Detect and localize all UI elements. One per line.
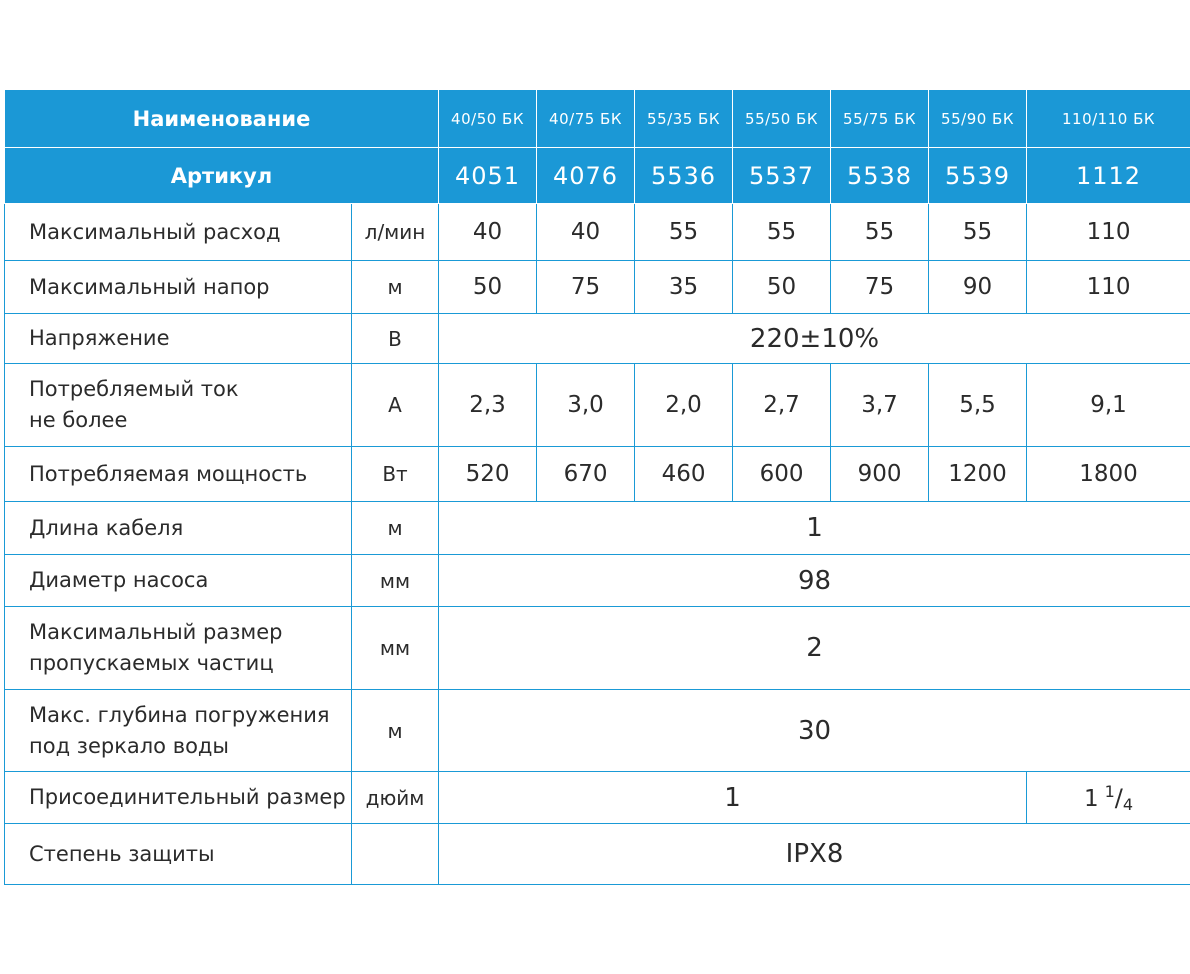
specifications-table: Наименование 40/50 БК 40/75 БК 55/35 БК … xyxy=(3,89,1190,885)
unit-cell: мм xyxy=(350,606,440,690)
value-cell: 460 xyxy=(634,446,734,502)
row-max-flow: Максимальный расход л/мин 40 40 55 55 55… xyxy=(4,203,1190,261)
model-header: 110/110 БК xyxy=(1026,89,1190,148)
row-particle-size: Максимальный размер пропускаемых частиц … xyxy=(4,606,1190,690)
value-cell: 50 xyxy=(732,260,832,314)
unit-cell: л/мин xyxy=(350,203,440,261)
param-label-line: пропускаемых частиц xyxy=(29,651,274,675)
value-cell: 55 xyxy=(830,203,930,261)
row-voltage: Напряжение В 220±10% xyxy=(4,313,1190,364)
article-header: Артикул xyxy=(3,147,440,204)
param-label: Максимальный размер пропускаемых частиц xyxy=(4,606,352,690)
unit-cell: А xyxy=(350,363,440,447)
value-cell: 55 xyxy=(732,203,832,261)
value-cell: 98 xyxy=(438,554,1190,607)
name-header: Наименование xyxy=(3,89,440,148)
row-immersion-depth: Макс. глубина погружения под зеркало вод… xyxy=(4,689,1190,772)
value-cell: 90 xyxy=(928,260,1028,314)
header-row-articles: Артикул 4051 4076 5536 5537 5538 5539 11… xyxy=(3,147,1190,204)
value-cell: 220±10% xyxy=(438,313,1190,364)
article-number: 5539 xyxy=(928,147,1028,204)
param-label: Напряжение xyxy=(4,313,352,364)
value-cell: 2 xyxy=(438,606,1190,690)
param-label: Длина кабеля xyxy=(4,501,352,555)
row-pump-diameter: Диаметр насоса мм 98 xyxy=(4,554,1190,607)
value-cell: 600 xyxy=(732,446,832,502)
row-max-head: Максимальный напор м 50 75 35 50 75 90 1… xyxy=(4,260,1190,314)
param-label: Потребляемая мощность xyxy=(4,446,352,502)
unit-cell: м xyxy=(350,260,440,314)
row-power: Потребляемая мощность Вт 520 670 460 600… xyxy=(4,446,1190,502)
value-cell: 40 xyxy=(438,203,538,261)
value-cell: 5,5 xyxy=(928,363,1028,447)
model-header: 55/35 БК xyxy=(634,89,734,148)
article-number: 1112 xyxy=(1026,147,1190,204)
unit-cell xyxy=(350,823,440,885)
param-label: Максимальный расход xyxy=(4,203,352,261)
value-cell: 2,3 xyxy=(438,363,538,447)
model-header: 40/50 БК xyxy=(438,89,538,148)
value-cell: 900 xyxy=(830,446,930,502)
param-label: Степень защиты xyxy=(4,823,352,885)
param-label-line: не более xyxy=(29,408,128,432)
value-cell: 75 xyxy=(536,260,636,314)
unit-cell: дюйм xyxy=(350,771,440,824)
unit-cell: Вт xyxy=(350,446,440,502)
model-header: 55/50 БК xyxy=(732,89,832,148)
article-number: 5537 xyxy=(732,147,832,204)
row-connection-size: Присоединительный размер дюйм 1 1 1/4 xyxy=(4,771,1190,824)
header-row-models: Наименование 40/50 БК 40/75 БК 55/35 БК … xyxy=(3,89,1190,148)
value-cell: 2,0 xyxy=(634,363,734,447)
value-cell: 3,7 xyxy=(830,363,930,447)
param-label: Максимальный напор xyxy=(4,260,352,314)
value-cell: 110 xyxy=(1026,203,1190,261)
row-current: Потребляемый ток не более А 2,3 3,0 2,0 … xyxy=(4,363,1190,447)
fraction-denominator: 4 xyxy=(1122,794,1134,814)
value-cell: 75 xyxy=(830,260,930,314)
model-header: 40/75 БК xyxy=(536,89,636,148)
article-number: 5538 xyxy=(830,147,930,204)
value-cell: 1 xyxy=(438,771,1028,824)
unit-cell: мм xyxy=(350,554,440,607)
param-label: Потребляемый ток не более xyxy=(4,363,352,447)
model-header: 55/90 БК xyxy=(928,89,1028,148)
value-cell: 55 xyxy=(928,203,1028,261)
value-cell: 35 xyxy=(634,260,734,314)
value-cell: 30 xyxy=(438,689,1190,772)
param-label: Присоединительный размер xyxy=(4,771,352,824)
article-number: 5536 xyxy=(634,147,734,204)
value-cell: 1200 xyxy=(928,446,1028,502)
value-cell: 1 xyxy=(438,501,1190,555)
param-label-line: Максимальный размер xyxy=(29,620,283,644)
param-label-line: Макс. глубина погружения xyxy=(29,702,330,727)
value-cell: 3,0 xyxy=(536,363,636,447)
param-label-line: Потребляемый ток xyxy=(29,377,239,401)
row-cable-length: Длина кабеля м 1 xyxy=(4,501,1190,555)
value-cell: 670 xyxy=(536,446,636,502)
value-cell: IPX8 xyxy=(438,823,1190,885)
value-cell: 50 xyxy=(438,260,538,314)
fraction-whole: 1 xyxy=(1083,785,1099,812)
value-cell: 1800 xyxy=(1026,446,1190,502)
row-protection: Степень защиты IPX8 xyxy=(4,823,1190,885)
unit-cell: м xyxy=(350,501,440,555)
value-cell: 2,7 xyxy=(732,363,832,447)
value-cell: 110 xyxy=(1026,260,1190,314)
value-cell: 520 xyxy=(438,446,538,502)
param-label-line: под зеркало воды xyxy=(29,733,230,758)
value-cell: 55 xyxy=(634,203,734,261)
article-number: 4051 xyxy=(438,147,538,204)
value-cell: 40 xyxy=(536,203,636,261)
article-number: 4076 xyxy=(536,147,636,204)
value-cell: 9,1 xyxy=(1026,363,1190,447)
fraction-numerator: 1 xyxy=(1104,781,1115,801)
value-cell-fraction: 1 1/4 xyxy=(1026,771,1190,824)
param-label: Макс. глубина погружения под зеркало вод… xyxy=(4,689,352,772)
unit-cell: В xyxy=(350,313,440,364)
model-header: 55/75 БК xyxy=(830,89,930,148)
param-label: Диаметр насоса xyxy=(4,554,352,607)
unit-cell: м xyxy=(350,689,440,772)
